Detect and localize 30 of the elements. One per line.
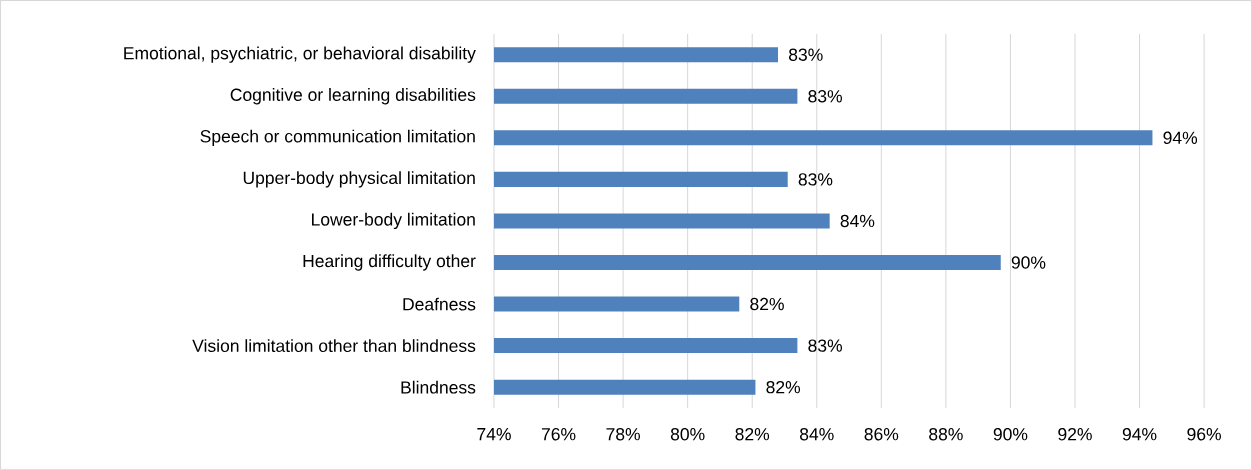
data-label: 90% (1011, 256, 1046, 269)
data-label: 94% (1163, 131, 1198, 145)
y-tick-label: Deafness (403, 297, 476, 311)
x-tick-label: 94% (1122, 428, 1157, 441)
x-tick-label: 84% (800, 428, 834, 441)
x-tick-label: 80% (670, 428, 705, 441)
x-tick-label: 92% (1058, 428, 1092, 441)
y-tick-label: Speech or communication limitation (200, 129, 475, 147)
x-tick-label: 90% (993, 428, 1028, 441)
x-tick-label: 96% (1187, 428, 1221, 441)
x-tick-label: 74% (477, 428, 511, 441)
data-label: 83% (808, 90, 843, 103)
x-tick-label: 76% (541, 428, 576, 441)
data-label: 83% (808, 339, 843, 352)
y-tick-label: Vision limitation other than blindness (192, 339, 476, 353)
y-tick-label: Blindness (401, 380, 476, 394)
data-label: 82% (766, 381, 801, 394)
data-label: 83% (788, 48, 823, 61)
x-tick-label: 82% (735, 428, 770, 441)
data-label: 84% (840, 214, 875, 228)
y-tick-label: Hearing difficulty other (303, 254, 476, 271)
x-tick-label: 88% (929, 428, 963, 441)
x-tick-label: 78% (606, 428, 640, 441)
y-tick-label: Lower-body limitation (312, 212, 475, 230)
data-label: 82% (750, 297, 784, 311)
y-tick-label: Upper-body physical limitation (243, 171, 475, 188)
x-tick-label: 86% (864, 428, 899, 441)
data-label: 83% (798, 173, 833, 186)
y-tick-label: Cognitive or learning disabilities (230, 88, 476, 105)
y-tick-label: Emotional, psychiatric, or behavioral disability (124, 46, 476, 63)
